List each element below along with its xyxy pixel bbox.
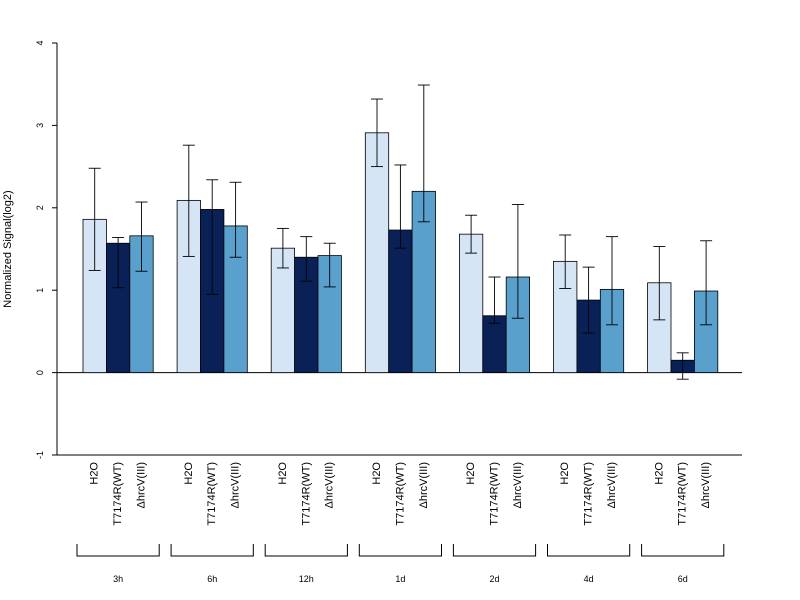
group-bracket: 6h	[170, 544, 254, 584]
bar-label: ΔhrcV(III)	[230, 462, 242, 508]
error-bar	[700, 240, 713, 326]
group-label: 4d	[584, 574, 594, 584]
bar-label: H2O	[277, 462, 289, 485]
bar-label: T7174R(WT)	[300, 462, 312, 526]
bar-label: H2O	[371, 462, 383, 485]
error-bar	[371, 98, 383, 168]
y-axis: -1 0 1 2 3 4	[35, 40, 58, 459]
bar-label: T7174R(WT)	[394, 462, 406, 526]
bar-label: T7174R(WT)	[112, 462, 124, 526]
error-bar	[323, 242, 336, 288]
error-bar	[276, 227, 289, 269]
error-bar	[582, 266, 595, 334]
error-bar	[511, 204, 524, 319]
y-tick-label: 4	[35, 40, 45, 45]
bar-label: ΔhrcV(III)	[418, 462, 430, 508]
error-bar	[653, 246, 666, 321]
bar	[482, 315, 507, 373]
group-bracket: 12h	[264, 544, 348, 584]
error-bar	[88, 167, 101, 271]
y-axis-label: Normalized Signal(log2)	[2, 190, 14, 307]
bar-label: H2O	[653, 462, 665, 485]
group-label: 6d	[678, 574, 688, 584]
error-bar	[394, 164, 407, 249]
error-bar	[465, 214, 478, 254]
y-tick-label: 3	[35, 123, 45, 128]
group-bracket: 1d	[358, 544, 442, 584]
bars	[82, 132, 719, 374]
error-bar	[606, 236, 618, 326]
bar-label: H2O	[183, 462, 195, 485]
y-tick-label: 1	[35, 288, 45, 293]
bar-label: H2O	[89, 462, 101, 485]
error-bar	[417, 84, 430, 223]
error-bar	[300, 236, 313, 282]
error-bar	[559, 234, 572, 290]
bar-label: ΔhrcV(III)	[136, 462, 148, 508]
group-brackets: 3h 6h 12h 1d 2d 4d 6d	[76, 544, 725, 584]
bar-label: T7174R(WT)	[677, 462, 689, 526]
group-label: 1d	[395, 574, 405, 584]
bar-label: T7174R(WT)	[583, 462, 595, 526]
error-bars	[88, 84, 713, 380]
y-tick-label: 0	[35, 370, 45, 375]
error-bar	[206, 179, 219, 295]
bar-label: T7174R(WT)	[206, 462, 218, 526]
group-bracket: 6d	[641, 544, 725, 584]
bar-label: ΔhrcV(III)	[700, 462, 712, 508]
group-label: 12h	[299, 574, 314, 584]
bar-labels: H2O T7174R(WT) ΔhrcV(III) H2O T7174R(WT) Δhrc…	[89, 462, 712, 526]
group-label: 2d	[489, 574, 499, 584]
error-bar	[676, 352, 689, 380]
group-bracket: 3h	[76, 544, 160, 584]
bar-label: ΔhrcV(III)	[324, 462, 336, 508]
group-bracket: 2d	[452, 544, 537, 584]
bar-label: H2O	[465, 462, 477, 485]
error-bar	[112, 237, 125, 289]
bar-label: ΔhrcV(III)	[512, 462, 524, 508]
y-tick-label: 2	[35, 205, 45, 210]
bar	[388, 229, 413, 374]
error-bar	[229, 181, 242, 258]
y-tick-label: -1	[35, 451, 45, 459]
bar-label: T7174R(WT)	[489, 462, 501, 526]
group-label: 6h	[207, 574, 217, 584]
error-bar	[488, 276, 501, 324]
bar	[458, 233, 484, 374]
error-bar	[135, 201, 148, 272]
group-bracket: 4d	[547, 544, 631, 584]
error-bar	[182, 144, 195, 257]
bar-label: H2O	[559, 462, 571, 485]
bar	[364, 132, 390, 373]
bar-label: ΔhrcV(III)	[606, 462, 618, 508]
group-label: 3h	[113, 574, 123, 584]
